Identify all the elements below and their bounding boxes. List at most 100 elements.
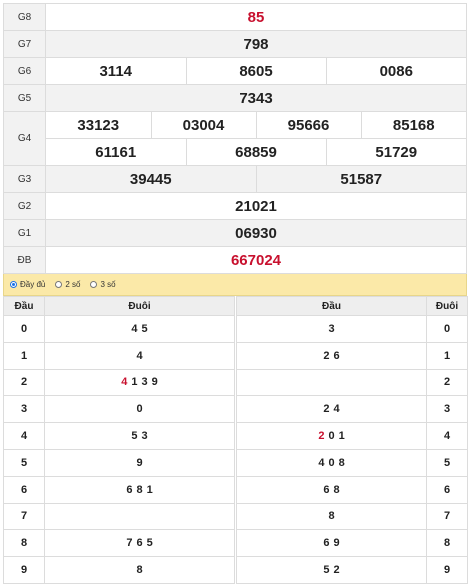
tail-digit: 8 [136, 564, 143, 577]
prize-number: 3114 [99, 62, 133, 80]
prize-number: 21021 [45, 192, 467, 220]
tail-digit: 4 [136, 349, 143, 362]
prize-label: G3 [3, 165, 46, 193]
row-tail: 1 [426, 341, 468, 370]
row-tails: 9 [44, 448, 235, 477]
tail-digit: 4 [131, 322, 138, 335]
option-2-digits[interactable]: 2 số [55, 280, 80, 289]
head-digit: 8 [338, 456, 345, 469]
prize-label: G8 [3, 3, 46, 31]
row-tails: 0 [44, 395, 235, 424]
prize-number: 51729 [325, 138, 466, 165]
head-digit: 6 [323, 483, 330, 496]
prize-row-g8: G8 85 [3, 3, 467, 31]
prize-row-g3: G3 39445 51587 [3, 165, 467, 193]
prize-label: G1 [3, 219, 46, 247]
tail-digit: 1 [146, 483, 153, 496]
prize-number: 33123 [77, 116, 120, 134]
row-tail: 0 [426, 315, 468, 343]
prize-number: 95666 [255, 112, 361, 138]
tail-digit: 5 [146, 537, 153, 550]
head-digit: 4 [318, 456, 325, 469]
prize-label: G6 [3, 57, 46, 85]
row-heads: 8 [236, 502, 427, 531]
head-digit: 3 [328, 322, 335, 335]
head-digit: 2 [323, 403, 330, 416]
tail-digit: 9 [136, 456, 143, 469]
radio-icon[interactable] [90, 281, 98, 288]
prize-number: 06930 [45, 219, 467, 247]
head-digit: 9 [333, 537, 340, 550]
option-full[interactable]: Đầy đủ [10, 280, 45, 289]
head-digit: 4 [333, 403, 340, 416]
prize-number: 61161 [95, 143, 137, 161]
head-digit: 0 [328, 456, 335, 469]
row-heads [236, 368, 427, 397]
tail-digit: 7 [126, 537, 133, 550]
prize-row-db: ĐB 667024 [3, 246, 467, 274]
prize-row-g1: G1 06930 [3, 219, 467, 247]
row-head: 7 [3, 502, 45, 531]
row-head: 8 [3, 529, 45, 558]
row-tail: 5 [426, 448, 468, 477]
row-tails: 8 [44, 556, 235, 584]
prize-number: 8605 [185, 58, 326, 84]
tail-digit: 4 [121, 376, 128, 389]
prize-row-g5: G5 7343 [3, 84, 467, 112]
tail-digit: 3 [141, 430, 148, 443]
row-head: 4 [3, 422, 45, 450]
head-digit: 2 [323, 349, 330, 362]
row-heads: 3 [236, 315, 427, 343]
row-head: 9 [3, 556, 45, 584]
header-tail: Đuôi [44, 296, 235, 316]
prize-number: 51587 [255, 166, 466, 192]
results-table: G8 85 G7 798 G6 3114 8605 0086 G5 7343 G… [3, 3, 467, 274]
header-tail-2: Đuôi [426, 296, 468, 316]
row-tail: 8 [426, 529, 468, 558]
option-3-digits[interactable]: 3 số [90, 280, 116, 289]
prize-label: G2 [3, 192, 46, 220]
row-tail: 3 [426, 395, 468, 424]
prize-number: 85 [45, 3, 467, 31]
prize-row-g6: G6 3114 8605 0086 [3, 57, 467, 85]
row-tail: 4 [426, 422, 468, 450]
row-tail: 2 [426, 368, 468, 397]
prize-label: G7 [3, 30, 46, 58]
head-digit: 1 [338, 430, 345, 443]
prize-row-g7: G7 798 [3, 30, 467, 58]
row-tail: 7 [426, 502, 468, 531]
row-head: 2 [3, 368, 45, 397]
prize-number: 85168 [360, 112, 466, 138]
header-head-2: Đầu [236, 296, 427, 316]
option-label: Đầy đủ [20, 280, 46, 289]
tail-digit: 5 [131, 430, 138, 443]
prize-number: 0086 [325, 58, 466, 84]
head-digit: 5 [323, 564, 330, 577]
tail-digit: 5 [141, 322, 148, 335]
radio-selected-icon[interactable] [10, 281, 17, 288]
tail-digit: 6 [136, 537, 143, 550]
head-digit: 6 [323, 537, 330, 550]
tail-digit: 3 [141, 376, 148, 389]
prize-number: 7343 [45, 84, 467, 112]
tail-digit: 0 [136, 403, 143, 416]
loto-row: 7 8 7 [3, 502, 468, 531]
head-digit: 0 [328, 430, 335, 443]
row-head: 6 [3, 475, 45, 504]
radio-icon[interactable] [55, 281, 63, 288]
head-digit: 8 [333, 483, 340, 496]
prize-label: G4 [3, 111, 46, 166]
